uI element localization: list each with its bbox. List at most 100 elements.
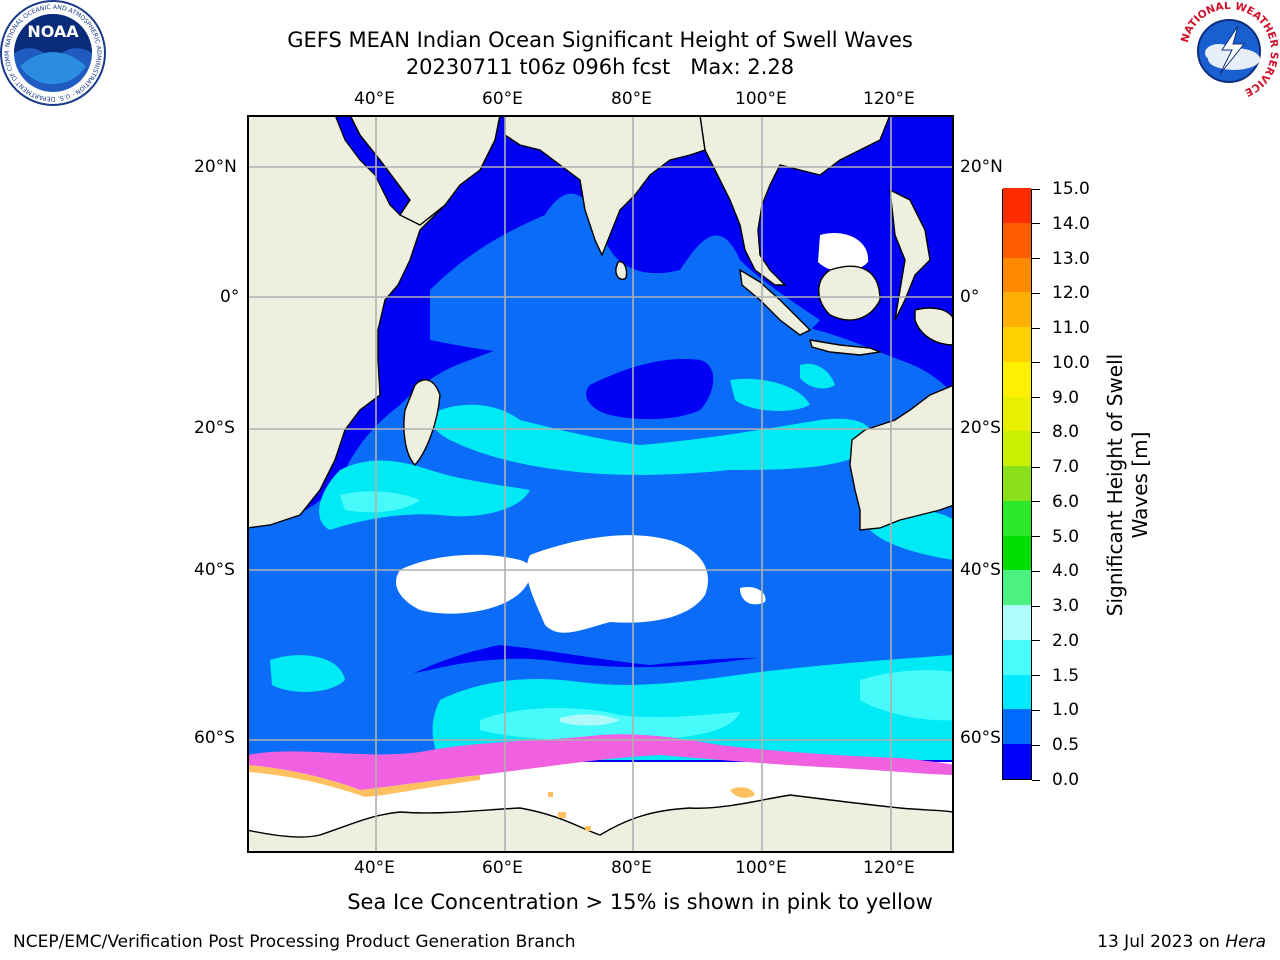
colorbar-tick-label: 9.0	[1052, 387, 1080, 408]
footer-date-text: 13 Jul 2023 on	[1097, 932, 1226, 952]
colorbar-segment	[1003, 743, 1031, 779]
lat-label-right-20s: 20°S	[960, 418, 1001, 438]
land-india	[504, 115, 706, 257]
colorbar-tick-label: 7.0	[1052, 457, 1080, 478]
lon-label-top-60e: 60°E	[482, 89, 523, 109]
colorbar-segment	[1003, 257, 1031, 293]
chart-title: GEFS MEAN Indian Ocean Significant Heigh…	[287, 28, 913, 52]
lon-label-bottom-40e: 40°E	[354, 858, 395, 878]
colorbar-tick-label: 12.0	[1052, 283, 1090, 304]
swell-zone-low-center	[586, 359, 714, 420]
colorbar-tick	[1032, 779, 1040, 781]
colorbar-tick	[1032, 709, 1040, 711]
colorbar-tick	[1032, 640, 1040, 642]
swell-zone-high-patch-1	[270, 655, 345, 692]
no-data-region-patch	[740, 586, 766, 605]
sea-ice-dots	[548, 792, 591, 831]
colorbar-tick	[1032, 536, 1040, 538]
lon-label-bottom-100e: 100°E	[735, 858, 787, 878]
colorbar-tick-label: 10.0	[1052, 352, 1090, 373]
sea-ice-dot	[558, 812, 566, 818]
lon-label-top-40e: 40°E	[354, 89, 395, 109]
colorbar-tick-label: 15.0	[1052, 179, 1090, 199]
colorbar-tick-label: 11.0	[1052, 318, 1090, 339]
colorbar-tick-label: 8.0	[1052, 422, 1080, 443]
colorbar-segment	[1003, 674, 1031, 710]
swell-zone-high-sw	[319, 460, 530, 530]
colorbar-tick	[1032, 397, 1040, 399]
colorbar-segment	[1003, 709, 1031, 745]
colorbar-tick	[1032, 327, 1040, 329]
colorbar-tick	[1032, 431, 1040, 433]
map-grid	[247, 115, 954, 853]
land-borneo	[818, 265, 881, 321]
colorbar-tick-label: 0.5	[1052, 735, 1080, 756]
no-data-region-bay	[818, 233, 869, 272]
lat-label-left-40s: 40°S	[194, 560, 235, 580]
colorbar-tick	[1032, 605, 1040, 607]
footer-credit: NCEP/EMC/Verification Post Processing Pr…	[13, 932, 576, 952]
colorbar-tick	[1032, 501, 1040, 503]
footer-date: 13 Jul 2023 on Hera	[1097, 932, 1266, 952]
sea-ice-yellow-patch	[730, 787, 755, 798]
lat-label-right-40s: 40°S	[960, 560, 1001, 580]
sea-ice-dot	[585, 826, 591, 831]
lat-label-left-0: 0°	[220, 287, 240, 307]
colorbar	[1002, 187, 1032, 780]
colorbar-segment	[1003, 639, 1031, 675]
colorbar-tick	[1032, 744, 1040, 746]
colorbar-title: Significant Height of Swell Waves [m]	[1103, 353, 1152, 617]
sea-ice-yellow-edge	[247, 765, 480, 797]
colorbar-segment	[1003, 396, 1031, 432]
lat-label-right-20n: 20°N	[960, 157, 1003, 177]
colorbar-segment	[1003, 604, 1031, 640]
sea-ice-dot	[548, 792, 553, 797]
lon-label-bottom-120e: 120°E	[863, 858, 915, 878]
colorbar-tick	[1032, 292, 1040, 294]
swell-zone-higher-2	[860, 670, 954, 721]
land-se-asia	[699, 115, 891, 286]
colorbar-segment	[1003, 569, 1031, 606]
colorbar-tick	[1032, 675, 1040, 677]
colorbar-segment	[1003, 326, 1031, 362]
swell-zone-higher-3	[340, 491, 420, 513]
colorbar-tick	[1032, 570, 1040, 572]
lat-label-left-20n: 20°N	[194, 157, 237, 177]
lat-label-left-60s: 60°S	[194, 728, 235, 748]
colorbar-tick-label: 0.0	[1052, 770, 1080, 790]
land-sumatra	[739, 268, 812, 336]
land-java	[809, 339, 883, 356]
colorbar-segment	[1003, 465, 1031, 501]
land-madagascar	[403, 379, 441, 467]
lon-label-bottom-80e: 80°E	[611, 858, 652, 878]
lon-label-bottom-60e: 60°E	[482, 858, 523, 878]
swell-zone-high-patch-4	[800, 363, 835, 389]
colorbar-tick-label: 6.0	[1052, 491, 1080, 512]
land-indonesia-east	[914, 307, 954, 346]
colorbar-tick	[1032, 466, 1040, 468]
colorbar-tick	[1032, 258, 1040, 260]
lat-label-left-20s: 20°S	[194, 418, 235, 438]
colorbar-tick	[1032, 223, 1040, 225]
land-philippines-sulawesi	[889, 188, 931, 321]
chart-subtitle: 20230711 t06z 096h fcst Max: 2.28	[405, 55, 795, 79]
colorbar-segment	[1003, 291, 1031, 328]
nws-logo: NATIONAL WEATHER SERVICE	[1179, 2, 1280, 98]
colorbar-tick-label: 3.0	[1052, 596, 1080, 617]
colorbar-segment	[1003, 430, 1031, 467]
colorbar-segment	[1003, 222, 1031, 258]
footer-host: Hera	[1225, 932, 1266, 952]
colorbar-tick-label: 1.0	[1052, 700, 1080, 721]
swell-zone-higher-1	[480, 708, 740, 741]
land-sri-lanka	[615, 261, 628, 280]
map-border	[247, 115, 954, 853]
swell-height-map	[247, 115, 954, 853]
land-australia	[849, 384, 954, 531]
colorbar-tick-label: 2.0	[1052, 630, 1080, 651]
colorbar-tick-label: 14.0	[1052, 213, 1090, 234]
colorbar-tick-label: 1.5	[1052, 665, 1080, 686]
sea-ice-pink-band	[247, 734, 954, 790]
noaa-logo-text: NOAA	[27, 22, 79, 41]
lon-label-top-120e: 120°E	[863, 89, 915, 109]
noaa-logo: NOAA NATIONAL OCEANIC AND ATMOSPHERIC AD…	[0, 0, 106, 106]
